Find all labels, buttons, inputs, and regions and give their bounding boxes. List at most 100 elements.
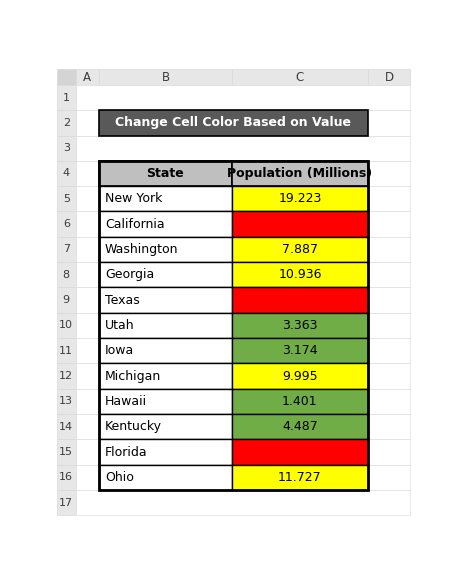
Text: Population (Millions): Population (Millions) bbox=[227, 167, 372, 180]
Text: A: A bbox=[83, 71, 91, 84]
Bar bbox=[99, 161, 232, 186]
Text: 10: 10 bbox=[59, 320, 73, 331]
Bar bbox=[99, 211, 232, 237]
Bar bbox=[57, 414, 76, 439]
Bar bbox=[232, 364, 367, 389]
Bar bbox=[99, 161, 367, 490]
Bar bbox=[99, 338, 232, 364]
Text: Texas: Texas bbox=[105, 294, 140, 307]
Bar bbox=[76, 211, 410, 237]
Bar bbox=[99, 439, 232, 465]
Text: 22.177: 22.177 bbox=[278, 445, 321, 459]
Bar bbox=[99, 262, 232, 287]
Text: 39.664: 39.664 bbox=[278, 218, 321, 230]
Text: 6: 6 bbox=[63, 219, 70, 229]
Text: California: California bbox=[105, 218, 164, 230]
Bar bbox=[99, 414, 232, 439]
Bar bbox=[232, 287, 367, 313]
Bar bbox=[232, 338, 367, 364]
Text: D: D bbox=[384, 71, 393, 84]
Bar bbox=[76, 135, 410, 161]
Bar bbox=[76, 237, 410, 262]
Bar bbox=[76, 364, 410, 389]
Bar bbox=[57, 85, 76, 110]
Bar bbox=[232, 414, 367, 439]
Bar bbox=[57, 364, 76, 389]
Text: 5: 5 bbox=[63, 194, 70, 204]
Bar bbox=[57, 186, 76, 211]
Bar bbox=[232, 313, 367, 338]
Bar bbox=[57, 69, 76, 85]
Bar bbox=[232, 211, 367, 237]
Text: 12: 12 bbox=[59, 371, 73, 381]
Text: 30.097: 30.097 bbox=[278, 294, 321, 307]
Bar bbox=[57, 338, 76, 364]
Text: State: State bbox=[147, 167, 184, 180]
Text: Change Cell Color Based on Value: Change Cell Color Based on Value bbox=[115, 116, 350, 129]
Bar bbox=[76, 287, 410, 313]
Text: Hawaii: Hawaii bbox=[105, 395, 147, 408]
Bar bbox=[232, 439, 367, 465]
Text: Ohio: Ohio bbox=[105, 471, 134, 484]
Bar bbox=[232, 237, 367, 262]
Bar bbox=[76, 313, 410, 338]
Text: Washington: Washington bbox=[105, 243, 178, 256]
Text: C: C bbox=[295, 71, 303, 84]
Bar bbox=[367, 69, 410, 85]
Text: 7: 7 bbox=[63, 244, 70, 254]
Bar bbox=[232, 186, 367, 211]
Bar bbox=[76, 262, 410, 287]
Text: 3.174: 3.174 bbox=[282, 345, 317, 357]
Text: 9.995: 9.995 bbox=[282, 369, 317, 383]
Text: 2: 2 bbox=[63, 118, 70, 128]
Bar bbox=[76, 338, 410, 364]
Bar bbox=[76, 439, 410, 465]
Bar bbox=[99, 313, 232, 338]
Text: 3.363: 3.363 bbox=[282, 319, 317, 332]
Text: Georgia: Georgia bbox=[105, 268, 154, 281]
Bar bbox=[76, 490, 410, 515]
Bar bbox=[76, 161, 410, 186]
Bar bbox=[57, 490, 76, 515]
Bar bbox=[57, 313, 76, 338]
Bar bbox=[99, 69, 232, 85]
Bar bbox=[76, 414, 410, 439]
Bar bbox=[99, 110, 367, 135]
Bar bbox=[76, 69, 99, 85]
Text: 3: 3 bbox=[63, 143, 70, 153]
Bar bbox=[232, 389, 367, 414]
Bar bbox=[232, 161, 367, 186]
Bar bbox=[232, 69, 367, 85]
Text: 1.401: 1.401 bbox=[282, 395, 317, 408]
Bar bbox=[57, 439, 76, 465]
Bar bbox=[76, 186, 410, 211]
Text: B: B bbox=[161, 71, 169, 84]
Bar bbox=[57, 237, 76, 262]
Text: New York: New York bbox=[105, 192, 162, 206]
Text: 17: 17 bbox=[59, 497, 73, 508]
Text: 13: 13 bbox=[59, 397, 73, 406]
Bar bbox=[57, 287, 76, 313]
Text: 4.487: 4.487 bbox=[282, 420, 317, 433]
Bar bbox=[76, 85, 410, 110]
Bar bbox=[76, 389, 410, 414]
Bar bbox=[99, 465, 232, 490]
Text: 11.727: 11.727 bbox=[278, 471, 321, 484]
Bar bbox=[99, 186, 232, 211]
Text: Kentucky: Kentucky bbox=[105, 420, 162, 433]
Text: Florida: Florida bbox=[105, 445, 147, 459]
Text: Utah: Utah bbox=[105, 319, 134, 332]
Bar bbox=[232, 262, 367, 287]
Text: 10.936: 10.936 bbox=[278, 268, 321, 281]
Bar bbox=[99, 287, 232, 313]
Text: 1: 1 bbox=[63, 93, 70, 102]
Text: Iowa: Iowa bbox=[105, 345, 134, 357]
Bar bbox=[232, 465, 367, 490]
Text: 15: 15 bbox=[59, 447, 73, 457]
Bar bbox=[57, 161, 76, 186]
Bar bbox=[57, 262, 76, 287]
Text: Michigan: Michigan bbox=[105, 369, 161, 383]
Bar bbox=[76, 465, 410, 490]
Bar bbox=[57, 211, 76, 237]
Text: 16: 16 bbox=[59, 472, 73, 482]
